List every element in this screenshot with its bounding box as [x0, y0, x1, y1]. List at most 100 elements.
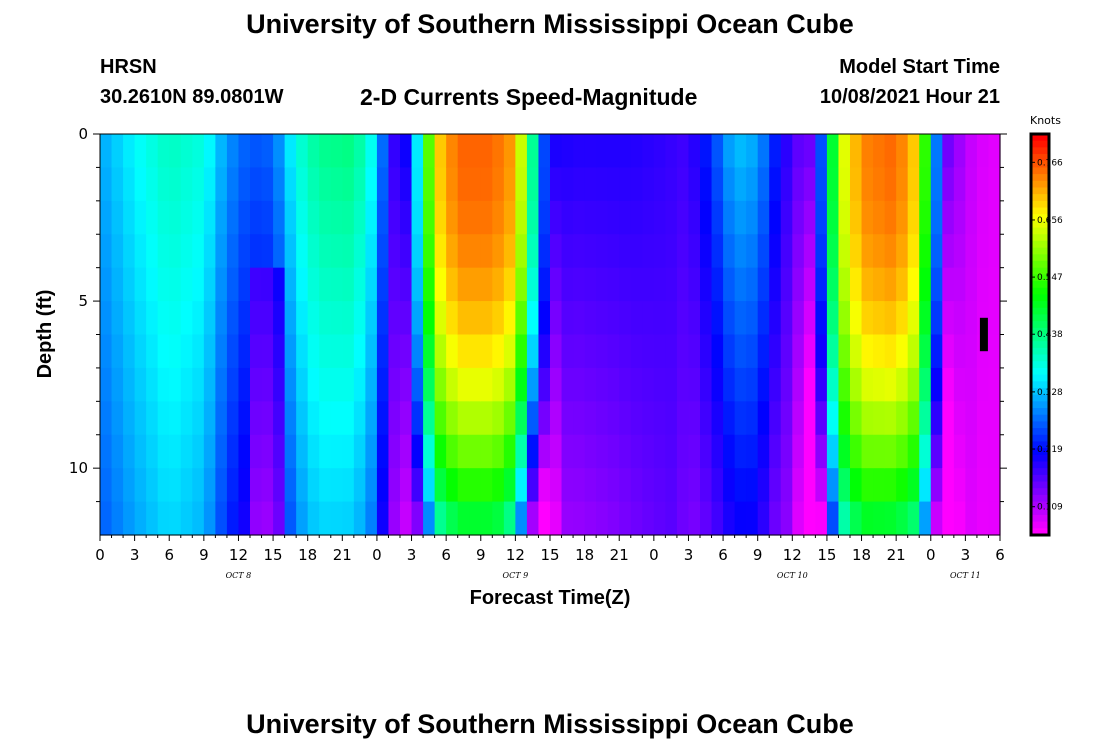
- heat-cell: [273, 200, 286, 235]
- colorbar-step: [1031, 227, 1049, 235]
- heat-cell: [873, 334, 886, 369]
- heat-cell: [861, 367, 874, 402]
- heat-cell: [561, 134, 574, 169]
- heat-cell: [365, 167, 378, 202]
- heat-cell: [550, 468, 563, 503]
- heat-cell: [700, 234, 713, 269]
- heat-cell: [884, 501, 897, 536]
- heat-cell: [434, 200, 447, 235]
- heat-cell: [873, 401, 886, 436]
- heat-cell: [919, 468, 932, 503]
- heat-cell: [469, 234, 482, 269]
- heat-cell: [238, 167, 251, 202]
- heat-cell: [388, 401, 401, 436]
- heat-cell: [192, 501, 205, 536]
- heat-cell: [434, 234, 447, 269]
- heat-cell: [342, 501, 355, 536]
- colorbar-step: [1031, 160, 1049, 169]
- heat-cell: [976, 401, 990, 436]
- heat-cell: [353, 134, 366, 169]
- heat-cell: [250, 301, 263, 336]
- heat-cell: [100, 301, 113, 336]
- heat-cell: [630, 200, 643, 235]
- heat-cell: [665, 167, 678, 202]
- colorbar-tick-label: 0.219: [1037, 445, 1063, 455]
- heat-cell: [907, 301, 920, 336]
- heat-cell: [353, 167, 366, 202]
- heat-cell: [134, 367, 147, 402]
- heat-cell: [873, 501, 886, 536]
- heat-cell: [296, 367, 309, 402]
- heat-cell: [215, 501, 228, 536]
- heat-cell: [296, 301, 309, 336]
- heat-cell: [480, 134, 493, 169]
- heat-cell: [653, 367, 666, 402]
- heat-cell: [342, 468, 355, 503]
- heat-cell: [942, 501, 955, 536]
- heat-cell: [111, 334, 124, 369]
- heat-cell: [884, 401, 897, 436]
- heat-cell: [584, 434, 597, 469]
- heat-cell: [780, 434, 793, 469]
- heat-cell: [365, 501, 378, 536]
- heat-cell: [619, 200, 632, 235]
- heat-cell: [873, 234, 886, 269]
- heat-cell: [711, 301, 724, 336]
- heat-cell: [250, 468, 263, 503]
- heat-cell: [538, 301, 551, 336]
- colorbar-unit-label: Knots: [1030, 114, 1061, 127]
- x-tick-label: 3: [407, 546, 417, 564]
- colorbar-step: [1031, 180, 1049, 189]
- heat-cell: [815, 401, 828, 436]
- colorbar-step: [1031, 254, 1049, 262]
- heat-cell: [607, 167, 620, 202]
- heat-cell: [838, 468, 851, 503]
- x-tick-label: 15: [540, 546, 559, 564]
- heat-cell: [238, 367, 251, 402]
- heat-cell: [469, 134, 482, 169]
- heat-cell: [850, 468, 863, 503]
- heat-cell: [226, 334, 240, 369]
- heat-cell: [734, 334, 747, 369]
- heat-cell: [296, 200, 309, 235]
- y-tick-label: 10: [69, 459, 88, 477]
- heat-cell: [376, 367, 390, 402]
- heat-cell: [353, 200, 366, 235]
- heat-cell: [365, 134, 378, 169]
- heat-cell: [746, 167, 759, 202]
- heat-cell: [769, 434, 782, 469]
- heat-cell: [353, 434, 366, 469]
- heat-cell: [584, 334, 597, 369]
- heat-cell: [123, 468, 136, 503]
- heat-cell: [469, 434, 482, 469]
- colorbar-step: [1031, 374, 1049, 382]
- heat-cell: [307, 167, 320, 202]
- heat-cell: [376, 134, 390, 169]
- heat-cell: [550, 301, 563, 336]
- heat-cell: [376, 401, 390, 436]
- x-tick-label: 12: [783, 546, 802, 564]
- colorbar-tick-label: 0.656: [1037, 216, 1063, 226]
- heat-cell: [826, 501, 840, 536]
- heat-cell: [803, 334, 816, 369]
- x-tick-label: 15: [264, 546, 283, 564]
- heat-cell: [526, 134, 540, 169]
- heat-cell: [526, 234, 540, 269]
- x-tick-label: 6: [441, 546, 451, 564]
- heat-cell: [146, 167, 159, 202]
- heat-cell: [769, 401, 782, 436]
- heat-cell: [688, 401, 701, 436]
- heat-cell: [850, 401, 863, 436]
- heat-cell: [250, 234, 263, 269]
- heat-cell: [884, 200, 897, 235]
- heat-cell: [723, 234, 736, 269]
- heat-cell: [607, 434, 620, 469]
- heat-cell: [203, 501, 216, 536]
- x-tick-label: 3: [130, 546, 140, 564]
- heat-cell: [596, 501, 609, 536]
- heat-cell: [296, 334, 309, 369]
- heat-cell: [723, 200, 736, 235]
- heat-cell: [873, 367, 886, 402]
- heat-cell: [688, 267, 701, 302]
- heat-cell: [284, 134, 297, 169]
